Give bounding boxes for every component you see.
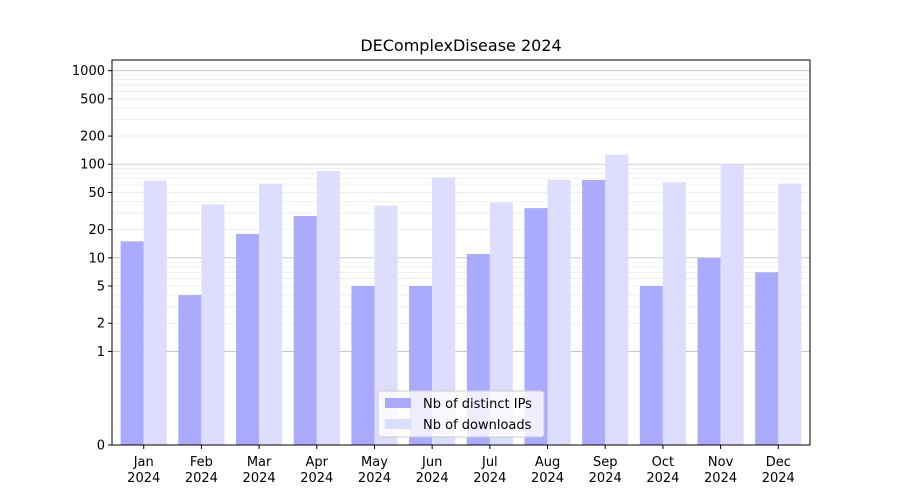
- x-tick-label: Dec: [766, 455, 791, 470]
- y-tick-label: 20: [88, 223, 105, 238]
- bar-distinct-ips: [120, 241, 144, 445]
- y-tick-label: 0: [97, 439, 105, 454]
- y-tick-label: 1: [97, 345, 105, 360]
- x-axis-ticks: Jan2024Feb2024Mar2024Apr2024May2024Jun20…: [127, 445, 795, 486]
- x-tick-label: Oct: [652, 455, 674, 470]
- y-tick-label: 50: [88, 186, 105, 201]
- legend-box: [377, 390, 545, 438]
- bar-downloads: [201, 204, 225, 445]
- x-tick-label: 2024: [589, 471, 622, 486]
- bar-downloads: [374, 205, 398, 445]
- y-tick-label: 100: [80, 158, 105, 173]
- bar-downloads: [489, 202, 513, 445]
- legend: Nb of distinct IPs Nb of downloads: [377, 390, 545, 438]
- bar-distinct-ips: [293, 215, 317, 445]
- x-tick-label: Jul: [481, 455, 498, 470]
- x-tick-label: Nov: [708, 455, 734, 470]
- grid-lines: [112, 70, 810, 352]
- legend-label: Nb of distinct IPs: [423, 397, 532, 412]
- x-tick-label: Sep: [593, 455, 618, 470]
- x-tick-label: 2024: [243, 471, 276, 486]
- x-tick-label: 2024: [127, 471, 160, 486]
- bar-downloads: [605, 154, 629, 445]
- y-tick-label: 500: [80, 92, 105, 107]
- legend-swatch: [385, 398, 411, 408]
- bar-distinct-ips: [755, 272, 779, 445]
- x-tick-label: Mar: [247, 455, 272, 470]
- bar-distinct-ips: [178, 295, 202, 445]
- x-tick-label: Feb: [190, 455, 213, 470]
- chart-title: DEComplexDisease 2024: [360, 36, 561, 55]
- x-tick-label: Jun: [421, 455, 442, 470]
- y-axis-ticks: 0 1 2 5 10 20 50 100 200 500 1000: [72, 64, 112, 454]
- x-tick-label: 2024: [762, 471, 795, 486]
- bar-downloads: [778, 183, 802, 445]
- x-tick-label: 2024: [531, 471, 564, 486]
- legend-swatch: [385, 419, 411, 429]
- y-tick-label: 10: [88, 251, 105, 266]
- y-tick-label: 200: [80, 130, 105, 145]
- y-tick-label: 1000: [72, 64, 105, 79]
- x-tick-label: 2024: [704, 471, 737, 486]
- bar-downloads: [143, 180, 167, 446]
- bar-distinct-ips: [697, 257, 721, 445]
- plot-frame: [111, 59, 811, 446]
- bar-distinct-ips: [236, 233, 260, 445]
- y-tick-label: 5: [97, 280, 105, 295]
- x-tick-label: 2024: [300, 471, 333, 486]
- bar-downloads: [259, 183, 283, 445]
- bar-downloads: [432, 177, 456, 446]
- bar-downloads: [547, 179, 571, 445]
- x-tick-label: 2024: [358, 471, 391, 486]
- bar-distinct-ips: [582, 179, 606, 445]
- legend-label: Nb of downloads: [423, 418, 532, 433]
- x-tick-label: Apr: [306, 455, 329, 470]
- x-tick-label: 2024: [185, 471, 218, 486]
- bar-downloads: [316, 170, 340, 446]
- x-tick-label: Aug: [535, 455, 560, 470]
- x-tick-label: 2024: [646, 471, 679, 486]
- x-tick-label: Jan: [133, 455, 154, 470]
- bar-distinct-ips: [639, 286, 663, 445]
- x-tick-label: 2024: [473, 471, 506, 486]
- bar-distinct-ips: [524, 208, 548, 445]
- y-tick-label: 2: [97, 317, 105, 332]
- bar-downloads: [662, 182, 686, 445]
- bar-downloads: [720, 164, 744, 445]
- x-tick-label: 2024: [416, 471, 449, 486]
- x-tick-label: May: [361, 455, 388, 470]
- bar-distinct-ips: [351, 286, 375, 445]
